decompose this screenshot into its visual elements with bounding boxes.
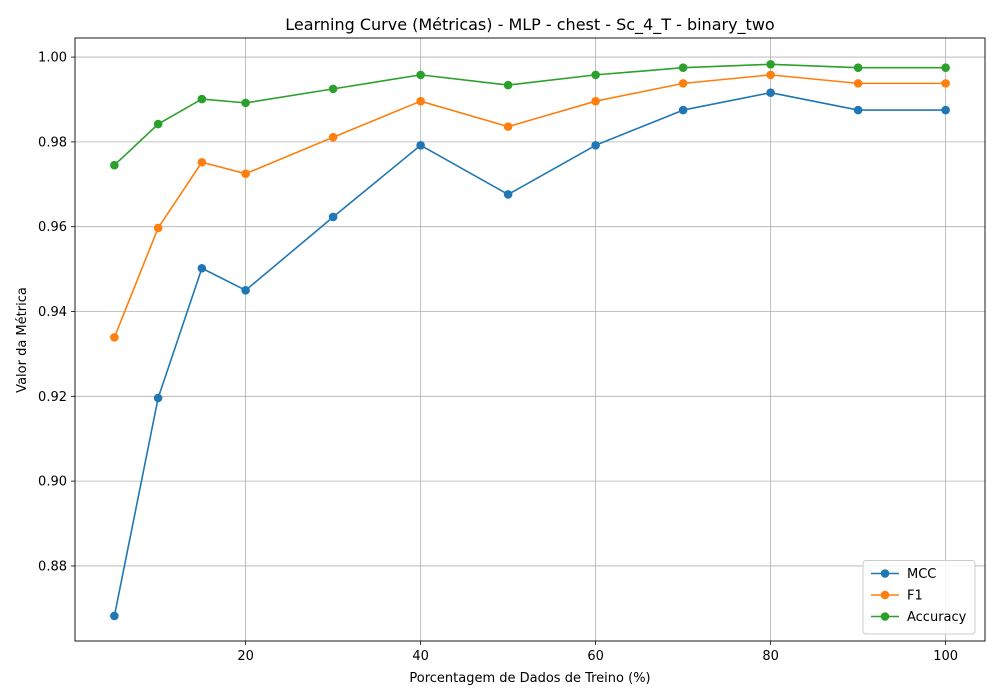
x-axis: 20 40 60 80 100 <box>237 641 958 664</box>
data-point-mcc <box>853 105 863 115</box>
y-axis: 0.88 0.90 0.92 0.94 0.96 0.98 1.00 <box>38 51 75 574</box>
data-point-f1 <box>678 79 688 88</box>
data-point-accuracy <box>241 98 250 108</box>
data-point-accuracy <box>197 94 207 104</box>
legend-item-mcc: MCC <box>871 567 936 582</box>
x-tick-label: 20 <box>237 649 254 664</box>
plot-frame <box>74 37 986 642</box>
data-point-accuracy <box>416 70 425 80</box>
chart-title: Learning Curve (Métricas) - MLP - chest … <box>285 15 774 35</box>
data-point-f1 <box>110 333 119 342</box>
grid <box>75 38 985 641</box>
x-tick-label: 60 <box>587 649 604 664</box>
data-point-mcc <box>110 611 119 621</box>
data-point-accuracy <box>941 63 950 72</box>
legend-label: F1 <box>907 589 923 604</box>
data-point-accuracy <box>853 63 863 72</box>
data-point-f1 <box>503 122 513 131</box>
series-mcc <box>110 88 950 621</box>
y-tick-label: 0.98 <box>38 135 67 150</box>
data-point-accuracy <box>766 59 775 69</box>
legend-box <box>862 560 976 635</box>
data-point-mcc <box>153 393 163 403</box>
y-tick-label: 0.88 <box>38 559 67 574</box>
y-tick-label: 0.90 <box>38 475 67 490</box>
x-tick-label: 40 <box>412 649 429 664</box>
data-point-f1 <box>853 79 863 88</box>
x-axis-label: Porcentagem de Dados de Treino (%) <box>409 671 650 686</box>
legend-swatch-marker <box>880 569 890 578</box>
legend-label: Accuracy <box>907 610 967 625</box>
series-accuracy <box>110 59 950 170</box>
data-point-accuracy <box>678 63 688 72</box>
data-point-f1 <box>153 223 163 233</box>
data-point-f1 <box>766 70 775 80</box>
x-tick-label: 80 <box>762 649 779 664</box>
legend-item-f1: F1 <box>871 589 923 604</box>
legend-swatch-marker <box>880 612 890 621</box>
data-point-f1 <box>241 169 250 178</box>
x-tick-label: 100 <box>933 649 958 664</box>
data-point-mcc <box>591 140 600 150</box>
y-tick-label: 0.94 <box>38 305 67 320</box>
data-point-mcc <box>197 263 207 273</box>
data-point-accuracy <box>503 80 513 90</box>
legend: MCC F1 Accuracy <box>862 560 976 635</box>
data-point-f1 <box>197 157 207 167</box>
data-point-mcc <box>416 140 425 150</box>
series-line-accuracy <box>113 63 946 166</box>
legend-item-accuracy: Accuracy <box>871 610 967 625</box>
data-point-accuracy <box>328 84 338 94</box>
series-group <box>110 59 950 621</box>
y-tick-label: 0.96 <box>38 220 67 235</box>
data-point-accuracy <box>591 70 600 80</box>
y-tick-label: 1.00 <box>38 51 67 66</box>
data-point-mcc <box>941 105 950 115</box>
data-point-accuracy <box>110 160 119 170</box>
data-point-mcc <box>766 88 775 98</box>
data-point-accuracy <box>153 119 163 129</box>
legend-swatch-marker <box>880 590 890 600</box>
data-point-mcc <box>678 105 688 115</box>
data-point-f1 <box>941 79 950 88</box>
data-point-mcc <box>328 212 338 222</box>
data-point-mcc <box>503 190 513 199</box>
series-line-f1 <box>113 74 946 338</box>
series-f1 <box>110 70 950 342</box>
data-point-f1 <box>591 96 600 106</box>
data-point-mcc <box>241 286 250 295</box>
y-axis-label: Valor da Métrica <box>15 287 30 393</box>
data-point-f1 <box>328 132 338 142</box>
data-point-f1 <box>416 96 425 106</box>
legend-label: MCC <box>907 567 936 582</box>
y-tick-label: 0.92 <box>38 390 67 405</box>
series-line-mcc <box>113 91 946 617</box>
